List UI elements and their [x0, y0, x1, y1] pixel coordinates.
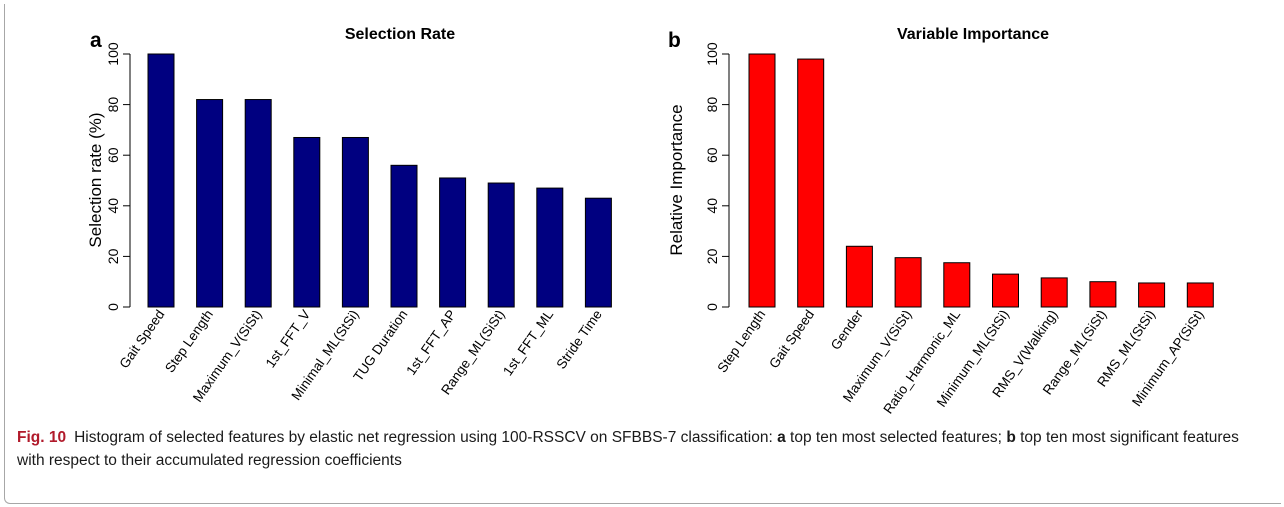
- panel-a-bar: [536, 187, 564, 308]
- panel-b-y-axis-label: Relative Importance: [667, 104, 686, 255]
- panel-b-y-tick-label: 60: [704, 147, 720, 163]
- panel-a-bar: [341, 136, 369, 308]
- panel-b-category-label: Step Length: [714, 307, 768, 375]
- panel-b-bar: [748, 53, 776, 308]
- panel-a-bar: [584, 197, 612, 308]
- figure-frame: [4, 4, 1281, 504]
- panel-b-bar: [943, 262, 971, 308]
- panel-a-y-tick-label: 0: [105, 303, 121, 311]
- panel-b-y-tick-label: 40: [704, 198, 720, 214]
- panel-b-bar: [845, 245, 873, 308]
- caption-text-2: top ten most selected features;: [785, 429, 1007, 446]
- caption-ref-a: a: [777, 429, 786, 446]
- panel-a-bar: [293, 136, 321, 308]
- panel-a-category-label: 1st_FFT_ML: [500, 307, 556, 379]
- panel-b-y-tick-label: 80: [704, 97, 720, 113]
- panel-b-letter: b: [668, 29, 681, 52]
- panel-a-y-tick-label: 40: [105, 198, 121, 214]
- panel-a-bar: [439, 177, 467, 308]
- panel-a-title: Selection Rate: [345, 26, 455, 43]
- panel-a-bar: [147, 53, 175, 308]
- panel-b-category-label: Gender: [828, 307, 866, 353]
- charts-canvas: a Selection Rate Selection rate (%) 0 20 40 60…: [86, 26, 1214, 417]
- caption-ref-b: b: [1006, 429, 1016, 446]
- panel-a-category-label: Step Length: [162, 307, 216, 375]
- caption-text-1: Histogram of selected features by elasti…: [74, 429, 778, 446]
- panel-a-bar: [196, 99, 224, 308]
- panel-b-title: Variable Importance: [897, 26, 1049, 43]
- caption-text-3: top ten most significant features with r…: [17, 429, 1239, 469]
- panel-a-letter: a: [90, 29, 102, 52]
- panel-b-bar: [1040, 277, 1068, 308]
- panel-a-bar: [390, 164, 418, 308]
- panel-a-category-label: Gait Speed: [116, 307, 167, 371]
- panel-b-bar: [992, 273, 1019, 308]
- panel-b-y-tick-label: 0: [704, 303, 720, 311]
- panel-b-y-tick-label: 100: [704, 42, 720, 66]
- panel-a-y-tick-label: 100: [105, 42, 121, 66]
- panel-a-bar: [244, 99, 272, 308]
- panel-a-y-tick-label: 80: [105, 97, 121, 113]
- panel-a-category-label: 1st_FFT_V: [263, 307, 314, 370]
- panel-b-category-label: Gait Speed: [766, 307, 817, 371]
- panel-b-y-tick-label: 20: [704, 248, 720, 264]
- panel-b-bar: [894, 257, 922, 308]
- panel-b-bar: [1186, 282, 1214, 308]
- panel-a-category-label: 1st_FFT_AP: [403, 307, 459, 378]
- figure-caption: Fig. 10 Histogram of selected features by…: [17, 426, 1267, 472]
- panel-b-bar: [797, 58, 825, 308]
- panel-a-y-tick-label: 60: [105, 147, 121, 163]
- caption-label: Fig. 10: [17, 429, 67, 446]
- panel-a-category-label: Stride Time: [553, 307, 604, 372]
- panel-b-bar: [1089, 281, 1117, 308]
- panel-a-y-tick-label: 20: [105, 248, 121, 264]
- panel-b-bar: [1138, 282, 1166, 308]
- panel-a-y-axis-label: Selection rate (%): [86, 112, 105, 247]
- panel-a-bar: [487, 182, 515, 308]
